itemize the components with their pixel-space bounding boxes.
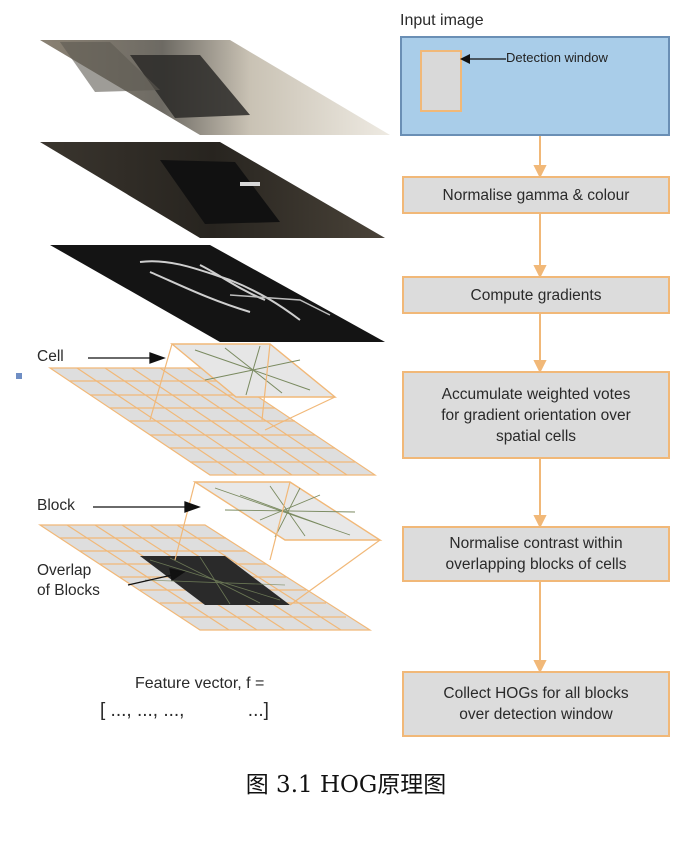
cell-label: Cell (37, 348, 64, 365)
detection-window (420, 50, 462, 112)
hog-illustration (16, 40, 390, 631)
detection-window-label: Detection window (506, 50, 608, 65)
detection-window-arrow (460, 54, 506, 64)
input-image-title: Input image (400, 12, 484, 29)
feature-vector-value: [ ..., ..., ..., ...] (100, 700, 269, 721)
step-compute-gradients: Compute gradients (402, 276, 670, 314)
bullet-marker (16, 373, 22, 379)
step-accumulate-votes: Accumulate weighted votes for gradient o… (402, 371, 670, 459)
step-collect-hogs: Collect HOGs for all blocks over detecti… (402, 671, 670, 737)
gradient-image-layer (50, 245, 385, 342)
step-normalise-contrast: Normalise contrast within overlapping bl… (402, 526, 670, 582)
flow-connectors (533, 136, 547, 674)
feature-vector-title: Feature vector, f = (135, 675, 265, 692)
block-grid-layer (37, 481, 383, 631)
cell-grid-layer (48, 343, 377, 476)
step-normalise-gamma: Normalise gamma & colour (402, 176, 670, 214)
figure-caption: 图 3.1 HOG原理图 (245, 772, 447, 798)
input-image-layer (40, 40, 390, 135)
input-image-box: Detection window (400, 36, 670, 136)
overlap-label: Overlap of Blocks (37, 562, 100, 599)
gamma-image-layer (40, 142, 385, 238)
label-arrows (88, 352, 201, 586)
block-label: Block (37, 497, 75, 514)
